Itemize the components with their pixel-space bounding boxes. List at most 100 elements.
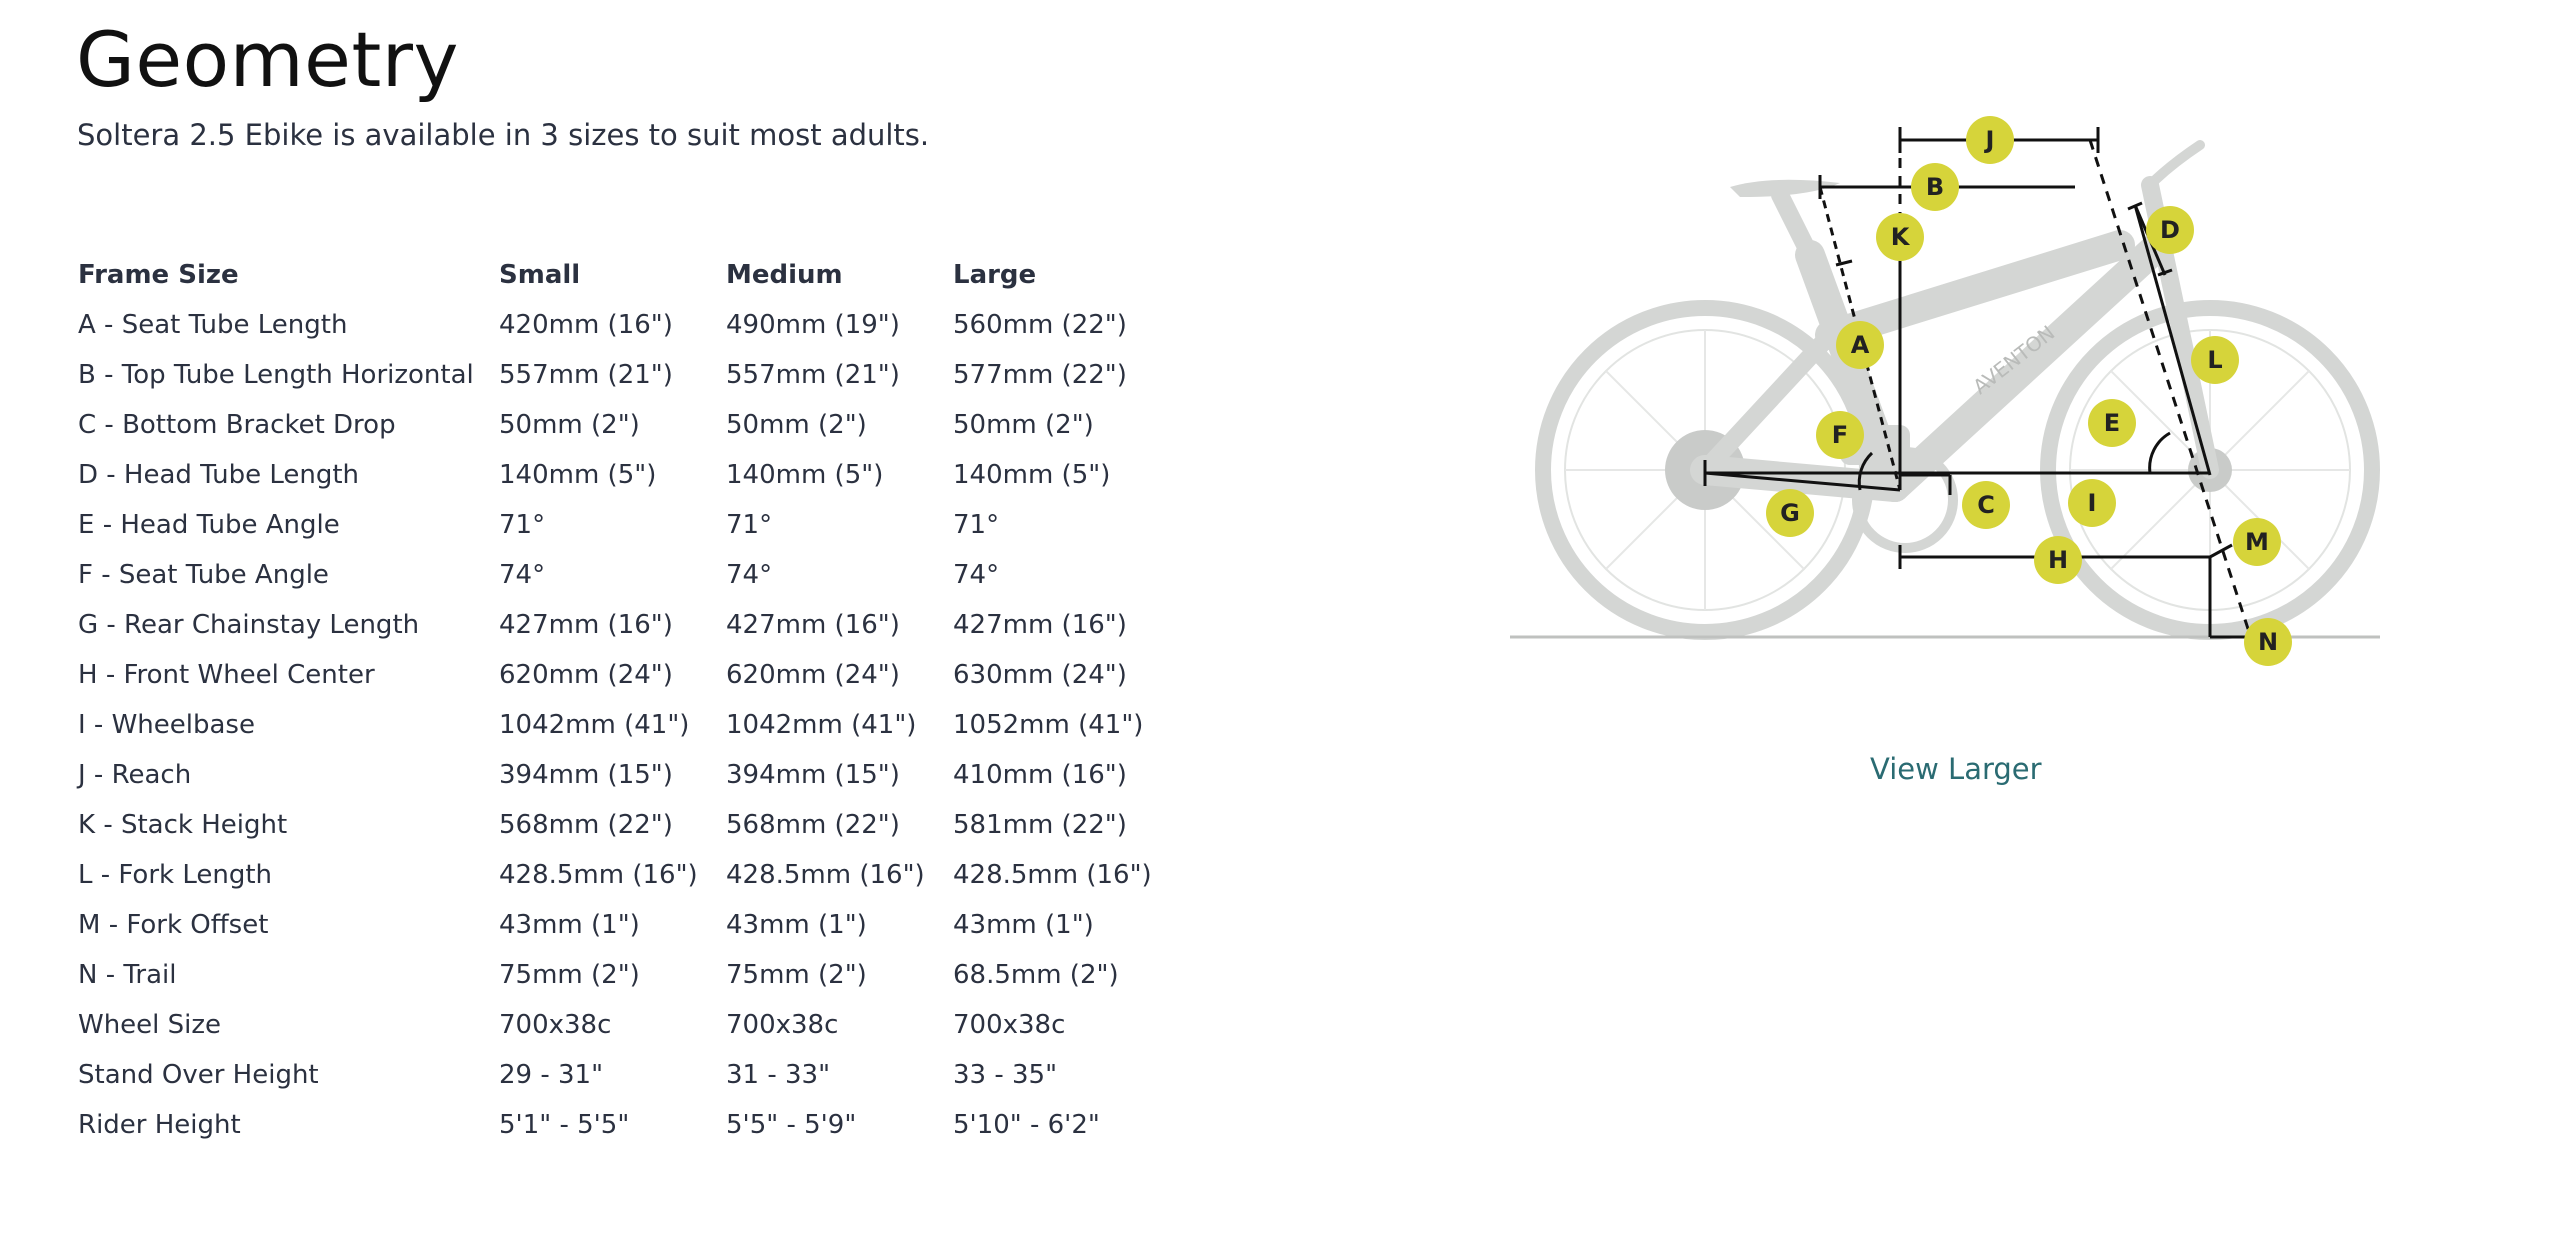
measurement-label: Rider Height [78,1110,241,1140]
measurement-value: 700x38c [499,1010,612,1040]
column-header: Small [499,260,581,290]
geometry-table-body: A - Seat Tube Length 420mm (16") 490mm (19… [66,300,1168,1150]
measurement-value: 700x38c [726,1010,839,1040]
measurement-value: 410mm (16") [953,760,1127,790]
svg-text:C: C [1977,491,1995,519]
measurement-value: 420mm (16") [499,310,673,340]
measurement-label: I - Wheelbase [78,710,255,740]
measurement-value: 71° [499,510,546,540]
svg-text:J: J [1984,126,1995,154]
measurement-value: 43mm (1") [499,910,640,940]
table-row: N - Trail 75mm (2") 75mm (2") 68.5mm (2") [66,950,1168,1000]
measurement-label: D - Head Tube Length [78,460,360,490]
svg-text:K: K [1891,223,1911,251]
measurement-label: J - Reach [78,760,192,790]
measurement-value: 140mm (5") [953,460,1111,490]
svg-text:G: G [1780,499,1800,527]
measurement-value: 1042mm (41") [726,710,917,740]
label-marker-n: N [2244,618,2292,666]
measurement-value: 74° [726,560,773,590]
table-row: Wheel Size 700x38c 700x38c 700x38c [66,1000,1168,1050]
view-larger-link[interactable]: View Larger [1870,752,2042,786]
label-marker-g: G [1766,489,1814,537]
table-row: G - Rear Chainstay Length 427mm (16") 427m… [66,600,1168,650]
table-row: H - Front Wheel Center 620mm (24") 620mm (… [66,650,1168,700]
measurement-value: 75mm (2") [499,960,640,990]
measurement-value: 427mm (16") [499,610,673,640]
measurement-value: 5'10" - 6'2" [953,1110,1100,1140]
svg-text:L: L [2207,346,2222,374]
label-marker-a: A [1836,321,1884,369]
table-row: J - Reach 394mm (15") 394mm (15") 410mm (16… [66,750,1168,800]
measurement-value: 33 - 35" [953,1060,1058,1090]
label-marker-e: E [2088,399,2136,447]
measurement-value: 1042mm (41") [499,710,690,740]
measurement-value: 428.5mm (16") [726,860,925,890]
label-marker-j: J [1966,116,2014,164]
measurement-value: 50mm (2") [499,410,640,440]
measurement-value: 620mm (24") [499,660,673,690]
measurement-value: 568mm (22") [726,810,900,840]
measurement-value: 43mm (1") [953,910,1094,940]
measurement-value: 140mm (5") [726,460,884,490]
measurement-value: 394mm (15") [499,760,673,790]
measurement-value: 428.5mm (16") [499,860,698,890]
label-markers: J B K D A L E F C I G M H N [1766,116,2292,666]
measurement-value: 557mm (21") [726,360,900,390]
measurement-value: 31 - 33" [726,1060,831,1090]
svg-text:A: A [1851,331,1870,359]
measurement-value: 50mm (2") [953,410,1094,440]
measurement-value: 71° [726,510,773,540]
measurement-value: 50mm (2") [726,410,867,440]
label-marker-c: C [1962,481,2010,529]
geometry-table: Frame Size Small Medium Large A - Seat T… [66,250,1168,1150]
measurement-label: E - Head Tube Angle [78,510,340,540]
measurement-label: B - Top Tube Length Horizontal [78,360,474,390]
table-row: L - Fork Length 428.5mm (16") 428.5mm (16"… [66,850,1168,900]
svg-text:D: D [2160,216,2180,244]
measurement-label: G - Rear Chainstay Length [78,610,420,640]
measurement-value: 427mm (16") [953,610,1127,640]
column-header: Frame Size [78,260,239,290]
svg-text:H: H [2048,546,2068,574]
table-row: M - Fork Offset 43mm (1") 43mm (1") 43mm (1… [66,900,1168,950]
table-header-row: Frame Size Small Medium Large [66,250,1168,300]
measurement-value: 700x38c [953,1010,1066,1040]
measurement-value: 5'5" - 5'9" [726,1110,857,1140]
page-subtitle: Soltera 2.5 Ebike is available in 3 size… [77,118,930,152]
measurement-value: 581mm (22") [953,810,1127,840]
table-row: F - Seat Tube Angle 74° 74° 74° [66,550,1168,600]
measurement-value: 74° [953,560,1000,590]
svg-text:B: B [1926,173,1944,201]
measurement-value: 630mm (24") [953,660,1127,690]
measurement-value: 1052mm (41") [953,710,1144,740]
label-marker-h: H [2034,536,2082,584]
measurement-label: Stand Over Height [78,1060,319,1090]
label-marker-i: I [2068,479,2116,527]
measurement-value: 75mm (2") [726,960,867,990]
measurement-label: M - Fork Offset [78,910,269,940]
svg-text:I: I [2088,489,2097,517]
bike-geometry-diagram: AVENTON [1510,116,2380,666]
measurement-label: C - Bottom Bracket Drop [78,410,396,440]
table-row: Stand Over Height 29 - 31" 31 - 33" 33 - 35… [66,1050,1168,1100]
measurement-value: 68.5mm (2") [953,960,1119,990]
measurement-value: 140mm (5") [499,460,657,490]
measurement-label: N - Trail [78,960,177,990]
svg-text:M: M [2245,528,2269,556]
measurement-label: Wheel Size [78,1010,222,1040]
measurement-value: 427mm (16") [726,610,900,640]
column-header: Medium [726,260,843,290]
label-marker-l: L [2191,336,2239,384]
label-marker-k: K [1876,213,1924,261]
label-marker-f: F [1816,411,1864,459]
measurement-value: 29 - 31" [499,1060,604,1090]
measurement-value: 71° [953,510,1000,540]
table-row: A - Seat Tube Length 420mm (16") 490mm (19… [66,300,1168,350]
measurement-value: 5'1" - 5'5" [499,1110,630,1140]
svg-text:F: F [1832,421,1848,449]
measurement-value: 43mm (1") [726,910,867,940]
table-row: C - Bottom Bracket Drop 50mm (2") 50mm (2"… [66,400,1168,450]
measurement-label: F - Seat Tube Angle [78,560,329,590]
page-title: Geometry [76,15,459,104]
